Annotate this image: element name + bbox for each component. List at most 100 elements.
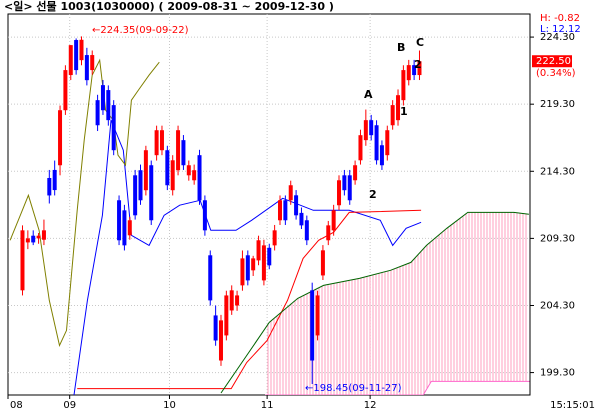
candle-body	[342, 175, 347, 191]
candle-body	[154, 130, 159, 156]
candle-body	[47, 177, 52, 196]
high-info: H: -0.82	[540, 13, 580, 24]
candle-body	[401, 70, 406, 101]
candle-body	[176, 130, 181, 171]
candle-body	[406, 65, 411, 81]
candle-body	[310, 290, 315, 361]
candle-body	[304, 220, 309, 241]
cloud-hatch	[267, 212, 527, 395]
y-tick-label: 209.30	[540, 233, 575, 244]
candle-body	[143, 150, 148, 191]
candle-body	[294, 195, 299, 216]
candle-body	[202, 200, 207, 231]
candle-body	[95, 100, 100, 126]
low-info: L: 12.12	[540, 24, 581, 35]
y-tick-label: 204.30	[540, 300, 575, 311]
candle-body	[181, 140, 186, 166]
candle-body	[315, 295, 320, 336]
candle-body	[283, 200, 288, 221]
candle-body	[390, 105, 395, 126]
candle-body	[229, 290, 234, 311]
candle-body	[235, 295, 240, 306]
candle-body	[79, 39, 84, 61]
candle-body	[374, 125, 379, 161]
candle-body	[277, 200, 282, 221]
candle-body	[138, 170, 143, 201]
plot-area	[8, 14, 530, 395]
candle-body	[326, 225, 331, 241]
candle-body	[224, 295, 229, 336]
candle-body	[31, 235, 36, 243]
x-tick-label: 08	[10, 400, 23, 411]
indicator-line	[265, 380, 530, 395]
candle-body	[63, 70, 68, 111]
candle-body	[288, 185, 293, 201]
indicator-line	[220, 211, 529, 394]
annotation: 2	[369, 188, 377, 201]
candle-body	[117, 200, 122, 241]
annotation: A	[364, 88, 373, 101]
indicator-line	[77, 209, 422, 390]
x-tick-label: 09	[63, 400, 76, 411]
candle-body	[36, 235, 41, 239]
candle-body	[412, 65, 417, 76]
annotation: ←224.35(09-09-22)	[92, 25, 189, 36]
annotation: C	[416, 36, 424, 49]
candle-body	[218, 320, 223, 361]
annotation: 1	[400, 105, 408, 118]
x-tick-label: 11	[261, 400, 274, 411]
candle-body	[213, 315, 218, 341]
candle-body	[385, 130, 390, 156]
candle-body	[337, 180, 342, 206]
candle-body	[208, 255, 213, 301]
candle-body	[197, 155, 202, 201]
candle-body	[68, 45, 73, 76]
indicator-line	[9, 58, 160, 348]
candle-body	[58, 110, 63, 166]
price-tag-label: 222.50	[536, 56, 571, 67]
candle-body	[186, 165, 191, 176]
x-tick-label: 10	[163, 400, 176, 411]
candle-body	[100, 85, 105, 111]
candle-body	[159, 130, 164, 151]
change-label: (0.34%)	[536, 68, 576, 79]
y-tick-label: 224.30	[540, 32, 575, 43]
y-tick-label: 219.30	[540, 99, 575, 110]
annotation: 2	[414, 58, 422, 71]
time-label: 15:15:01	[550, 400, 595, 411]
candle-body	[245, 255, 250, 281]
candle-body	[272, 230, 277, 246]
candle-body	[106, 90, 111, 121]
candle-body	[170, 160, 175, 191]
y-tick-label: 199.30	[540, 368, 575, 379]
candle-body	[25, 238, 30, 243]
candle-body	[192, 170, 197, 181]
candle-body	[299, 212, 304, 226]
candle-body	[84, 55, 89, 81]
candle-body	[41, 230, 46, 240]
candle-body	[251, 258, 256, 271]
candle-body	[320, 250, 325, 276]
y-tick-label: 214.30	[540, 166, 575, 177]
x-tick-label: 12	[364, 400, 377, 411]
candle-body	[240, 258, 245, 286]
candle-body	[256, 240, 261, 261]
candle-body	[111, 105, 116, 151]
candle-body	[369, 120, 374, 136]
candle-body	[363, 120, 368, 141]
candle-body	[20, 230, 25, 291]
candle-body	[267, 247, 272, 266]
annotation: B	[397, 41, 405, 54]
candle-body	[331, 210, 336, 231]
candle-body	[90, 55, 95, 71]
chart-title: <일> 선물 1003(1030000) ( 2009-08-31 ~ 2009…	[4, 0, 334, 13]
candle-body	[347, 175, 352, 201]
candle-body	[353, 165, 358, 181]
candle-body	[149, 165, 154, 221]
candle-body	[74, 40, 79, 71]
candle-body	[358, 135, 363, 161]
candle-body	[133, 175, 138, 216]
price-tag	[532, 55, 572, 68]
